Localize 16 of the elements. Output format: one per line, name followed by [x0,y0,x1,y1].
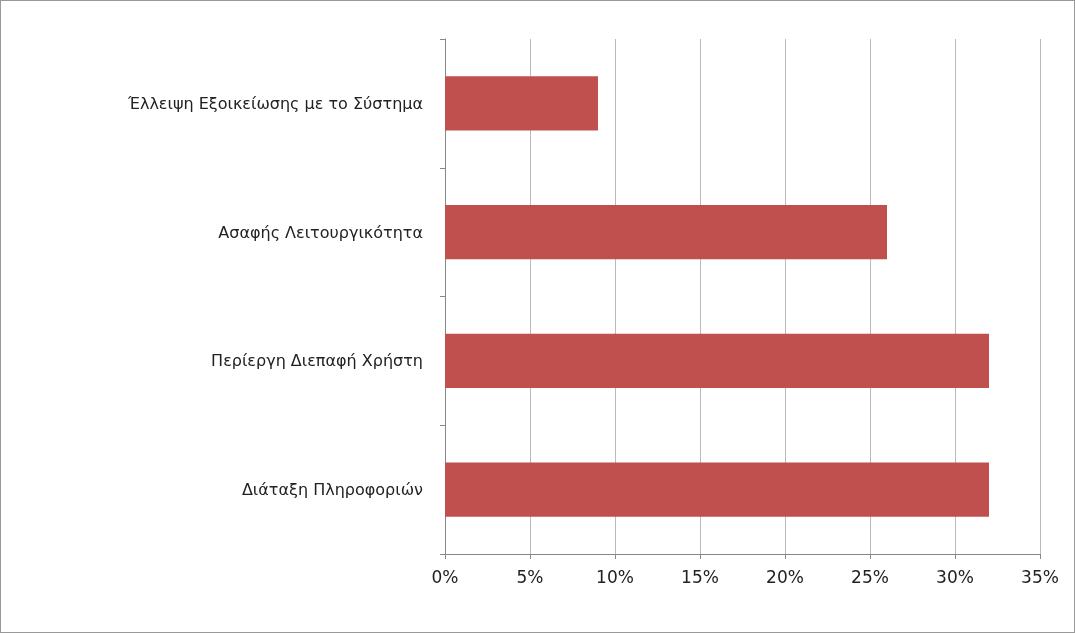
y-tick-label: Έλλειψη Εξοικείωσης με το Σύστημα [126,93,423,113]
y-tick-label: Διάταξη Πληροφοριών [241,480,424,500]
x-tick-label: 5% [516,566,544,587]
y-tick-label: Περίεργη Διεπαφή Χρήστη [211,351,423,371]
x-tick-label: 25% [851,566,889,587]
x-tick-label: 0% [431,566,459,587]
bar [445,333,989,388]
bar [445,462,989,517]
x-tick-label: 10% [596,566,634,587]
x-tick-label: 15% [681,566,719,587]
x-tick-label: 35% [1021,566,1059,587]
bar [445,76,598,131]
x-tick-label: 20% [766,566,804,587]
x-tick-label: 30% [936,566,974,587]
bar [445,205,887,260]
y-tick-label: Ασαφής Λειτουργικότητα [218,222,423,242]
